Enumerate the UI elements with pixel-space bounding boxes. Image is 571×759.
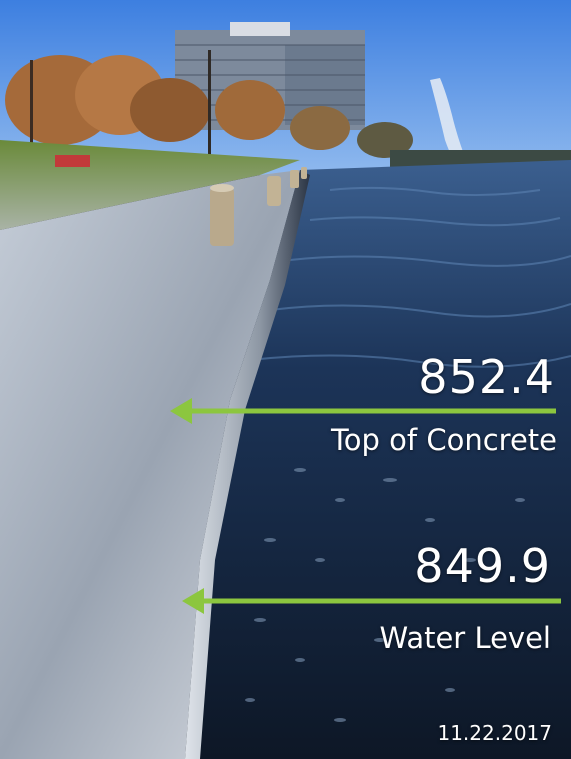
water-level-label: Water Level: [379, 621, 552, 655]
top-of-concrete-label: Top of Concrete: [331, 423, 557, 457]
water-level-arrow: [182, 588, 561, 614]
water-level-elevation: 849.9: [414, 539, 551, 593]
top-of-concrete-arrow: [170, 398, 556, 424]
top-of-concrete-elevation: 852.4: [418, 350, 555, 404]
red-bench: [55, 155, 90, 167]
date-stamp: 11.22.2017: [437, 721, 552, 745]
office-building: [175, 22, 365, 130]
seawall: [185, 170, 310, 759]
bollards: [210, 167, 307, 246]
tree-line: [5, 50, 413, 180]
